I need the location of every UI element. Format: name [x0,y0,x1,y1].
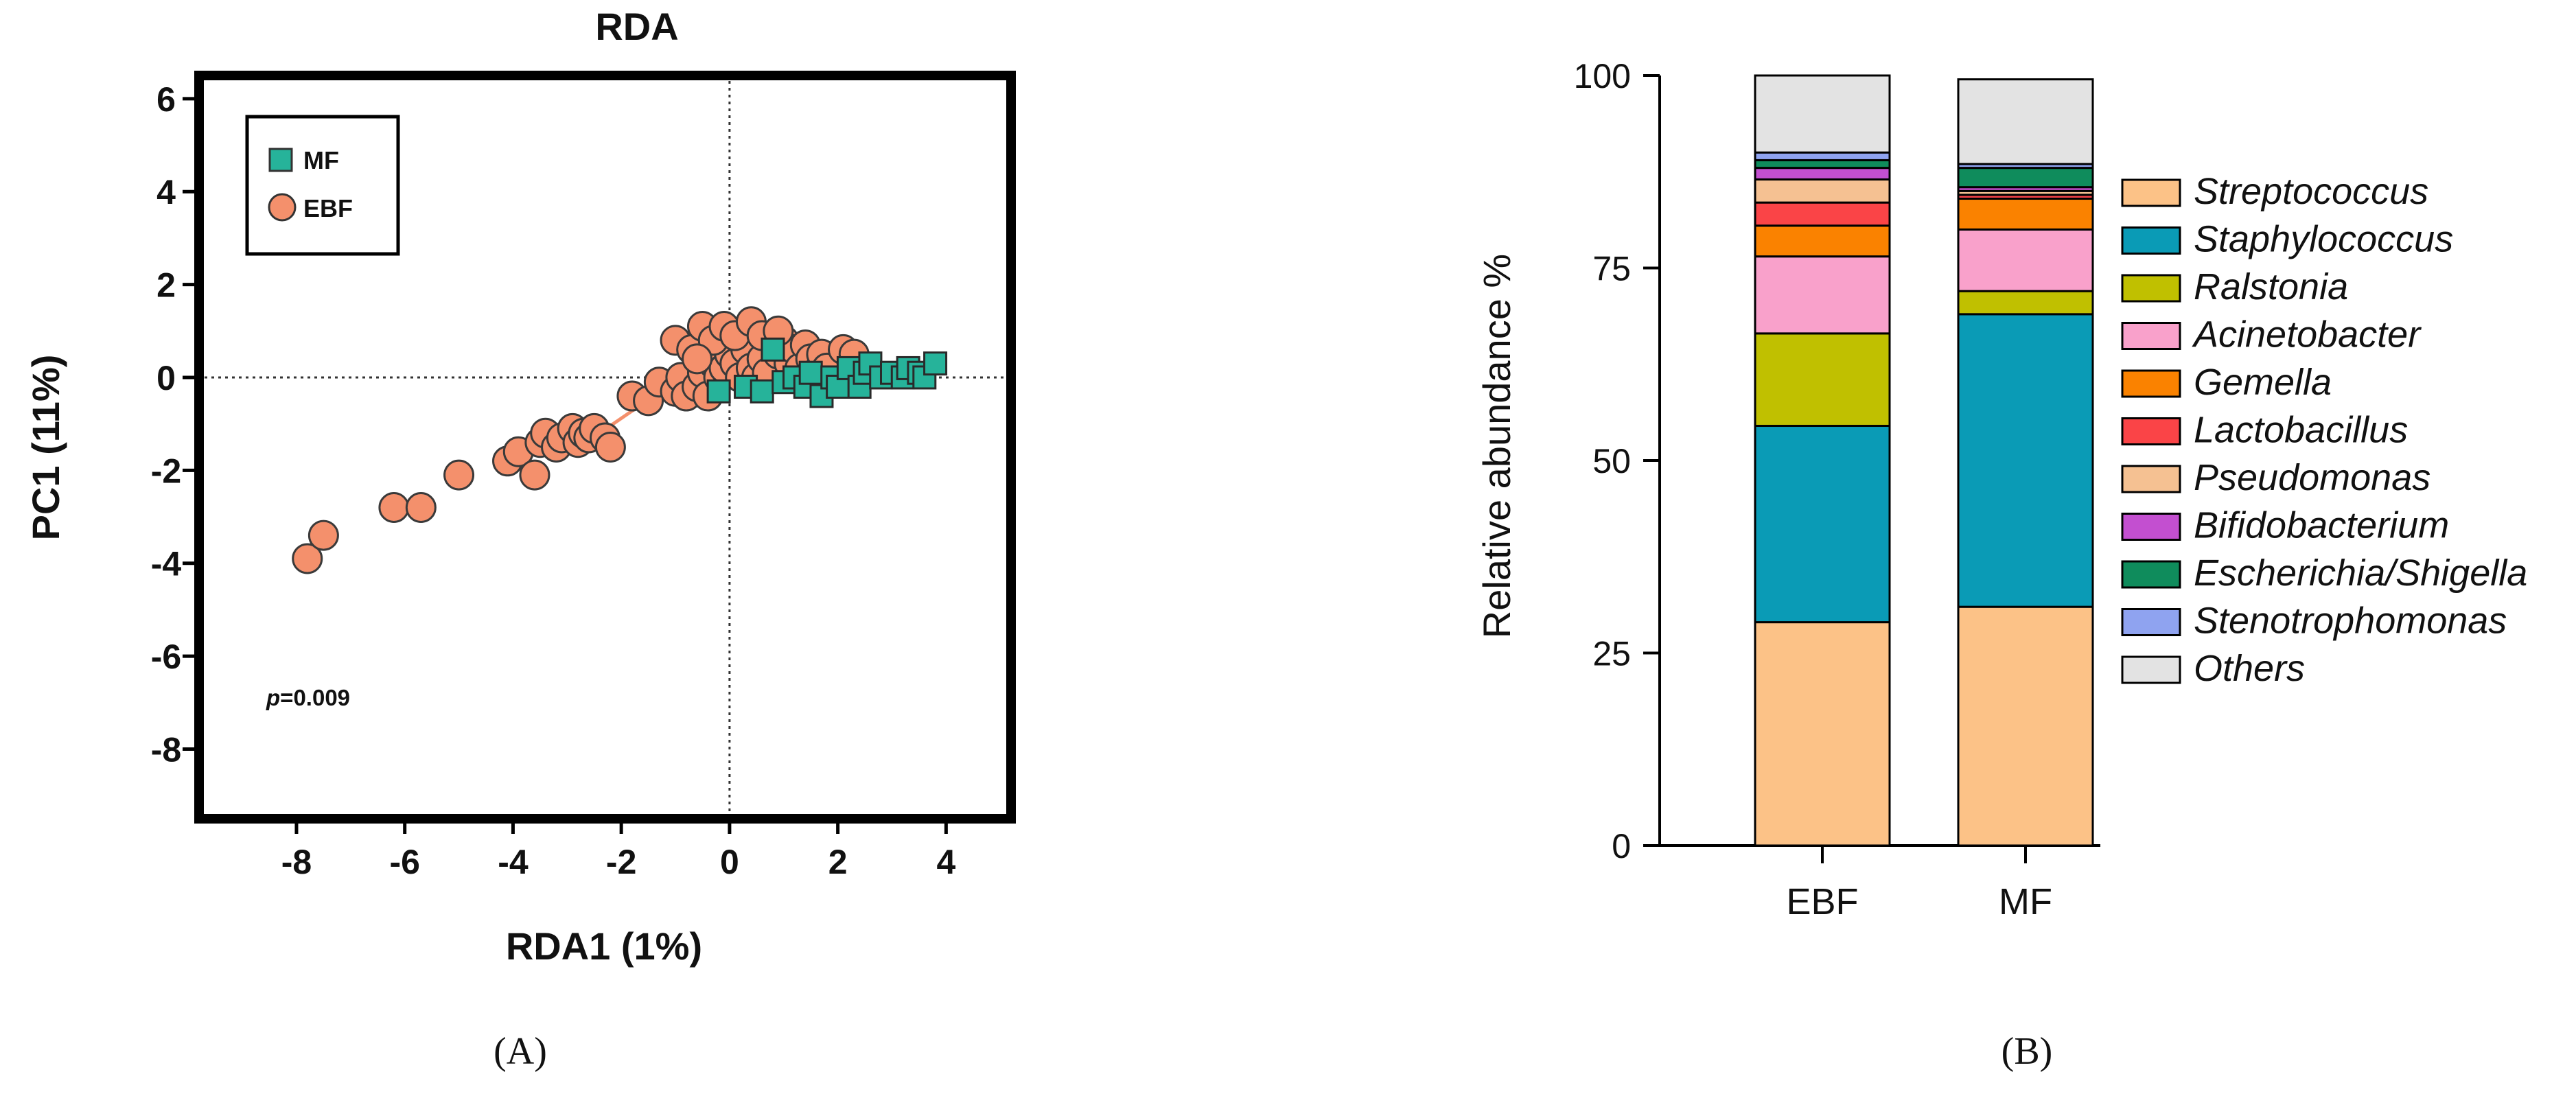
panel-a-label: (A) [494,1030,547,1073]
rda-plot-frame [194,71,1016,824]
legend-swatch [2121,178,2181,207]
rda-x-tick-label: -2 [606,843,636,881]
legend-swatch [2121,369,2181,398]
relative-abundance-chart: 0 25 50 75 100 EBF MF Streptococcus Staphylococ… [1475,57,2527,922]
legend-swatch [2121,274,2181,303]
legend-swatch [2121,655,2181,684]
abundance-y-tick-label: 100 [1574,57,1631,95]
rda-x-tick-label: -8 [281,843,312,881]
bar-segment-escherichia-shigella [1754,159,1891,170]
p-label: p [266,685,280,710]
rda-y-tick-label: -2 [151,452,181,490]
rda-axes: -8 -6 -4 -2 0 2 4 6 4 2 0 -2 -4 -6 -8 [151,80,956,881]
bar-segment-acinetobacter [1754,255,1891,335]
ebf-point [378,491,410,523]
ebf-point [519,459,550,491]
rda-x-tick-label: -6 [389,843,419,881]
legend-label: Ralstonia [2194,266,2348,307]
mf-point [923,351,948,376]
legend-swatch [2121,322,2181,350]
ebf-point [682,343,713,375]
rda-y-tick-label: 2 [156,266,176,305]
category-label: EBF [1786,881,1858,922]
rda-y-tick-label: -6 [151,638,181,676]
legend-ebf-label: EBF [303,194,353,222]
rda-title: RDA [595,5,678,48]
bar-segment-others [1754,74,1891,154]
legend-label: Gemella [2194,362,2332,403]
abundance-y-axis-label: Relative abundance % [1475,254,1518,638]
abundance-legend: Streptococcus Staphylococcus Ralstonia Acin… [2121,171,2527,689]
abundance-y-tick-label: 75 [1592,250,1631,288]
legend-label: Escherichia/Shigella [2194,552,2527,594]
rda-x-tick-label: 2 [828,843,848,881]
rda-y-axis-label: PC1 (11%) [24,355,67,541]
bar-segment-bifidobacterium [1754,167,1891,180]
legend-ebf-marker [268,193,297,222]
legend-swatch [2121,513,2181,541]
bar-segment-ralstonia [1957,290,2094,316]
abundance-y-tick-label: 0 [1612,827,1631,865]
rda-points [292,306,948,574]
rda-y-tick-label: 6 [156,80,176,119]
legend-mf-marker [268,148,293,172]
p-value-annotation: p=0.009 [266,685,350,710]
rda-y-tick-label: 4 [156,173,176,211]
ebf-point [594,432,626,463]
bar-segment-acinetobacter [1957,228,2094,292]
legend-swatch [2121,226,2181,255]
legend-label: Bifidobacterium [2194,505,2449,546]
legend-label: Staphylococcus [2194,219,2453,260]
legend-label: Lactobacillus [2194,410,2408,451]
mf-point [750,379,774,404]
rda-y-tick-label: 0 [156,359,176,397]
ebf-point [308,520,339,551]
abundance-bars [1754,74,2094,847]
bar-segment-stenotrophomonas [1754,151,1891,161]
mf-point [761,337,785,362]
legend-swatch [2121,465,2181,493]
legend-label: Acinetobacter [2192,314,2422,355]
bar-segment-streptococcus [1754,621,1891,847]
p-value: =0.009 [280,685,350,710]
rda-x-tick-label: -4 [498,843,529,881]
bar-segment-lactobacillus [1754,201,1891,227]
rda-scatter-chart: RDA -8 -6 -4 -2 0 2 4 6 4 2 0 -2 -4 -6 -8 MF EBF p=0.0… [24,5,1016,968]
legend-label: Others [2194,648,2305,689]
rda-x-tick-label: 4 [936,843,955,881]
bar-segment-escherichia-shigella [1957,167,2094,189]
legend-swatch [2121,608,2181,636]
mf-point [706,379,731,404]
bar-segment-others [1957,78,2094,165]
bar-segment-gemella [1957,198,2094,231]
rda-x-tick-label: 0 [720,843,739,881]
mf-point [798,360,823,385]
rda-x-axis-label: RDA1 (1%) [506,924,702,968]
bar-segment-gemella [1754,224,1891,258]
legend-mf-label: MF [303,146,339,174]
category-label: MF [1999,881,2052,922]
abundance-y-tick-label: 50 [1592,442,1631,480]
rda-y-tick-label: -4 [151,545,182,583]
rda-legend-box [245,115,400,256]
legend-label: Streptococcus [2194,171,2428,212]
ebf-point [292,543,323,574]
rda-y-tick-label: -8 [151,730,181,769]
ebf-point [405,491,437,523]
legend-label: Stenotrophomonas [2194,601,2507,642]
legend-label: Pseudomonas [2194,457,2430,498]
abundance-y-tick-label: 25 [1592,635,1631,673]
ebf-point [443,459,475,491]
abundance-axes: 0 25 50 75 100 EBF MF [1574,57,2100,922]
panel-b-label: (B) [2001,1030,2053,1073]
bar-segment-pseudomonas [1754,178,1891,204]
bar-segment-streptococcus [1957,605,2094,847]
legend-swatch [2121,417,2181,445]
bar-segment-staphylococcus [1754,425,1891,624]
bar-segment-staphylococcus [1957,313,2094,608]
bar-segment-ralstonia [1754,332,1891,428]
legend-swatch [2121,560,2181,589]
